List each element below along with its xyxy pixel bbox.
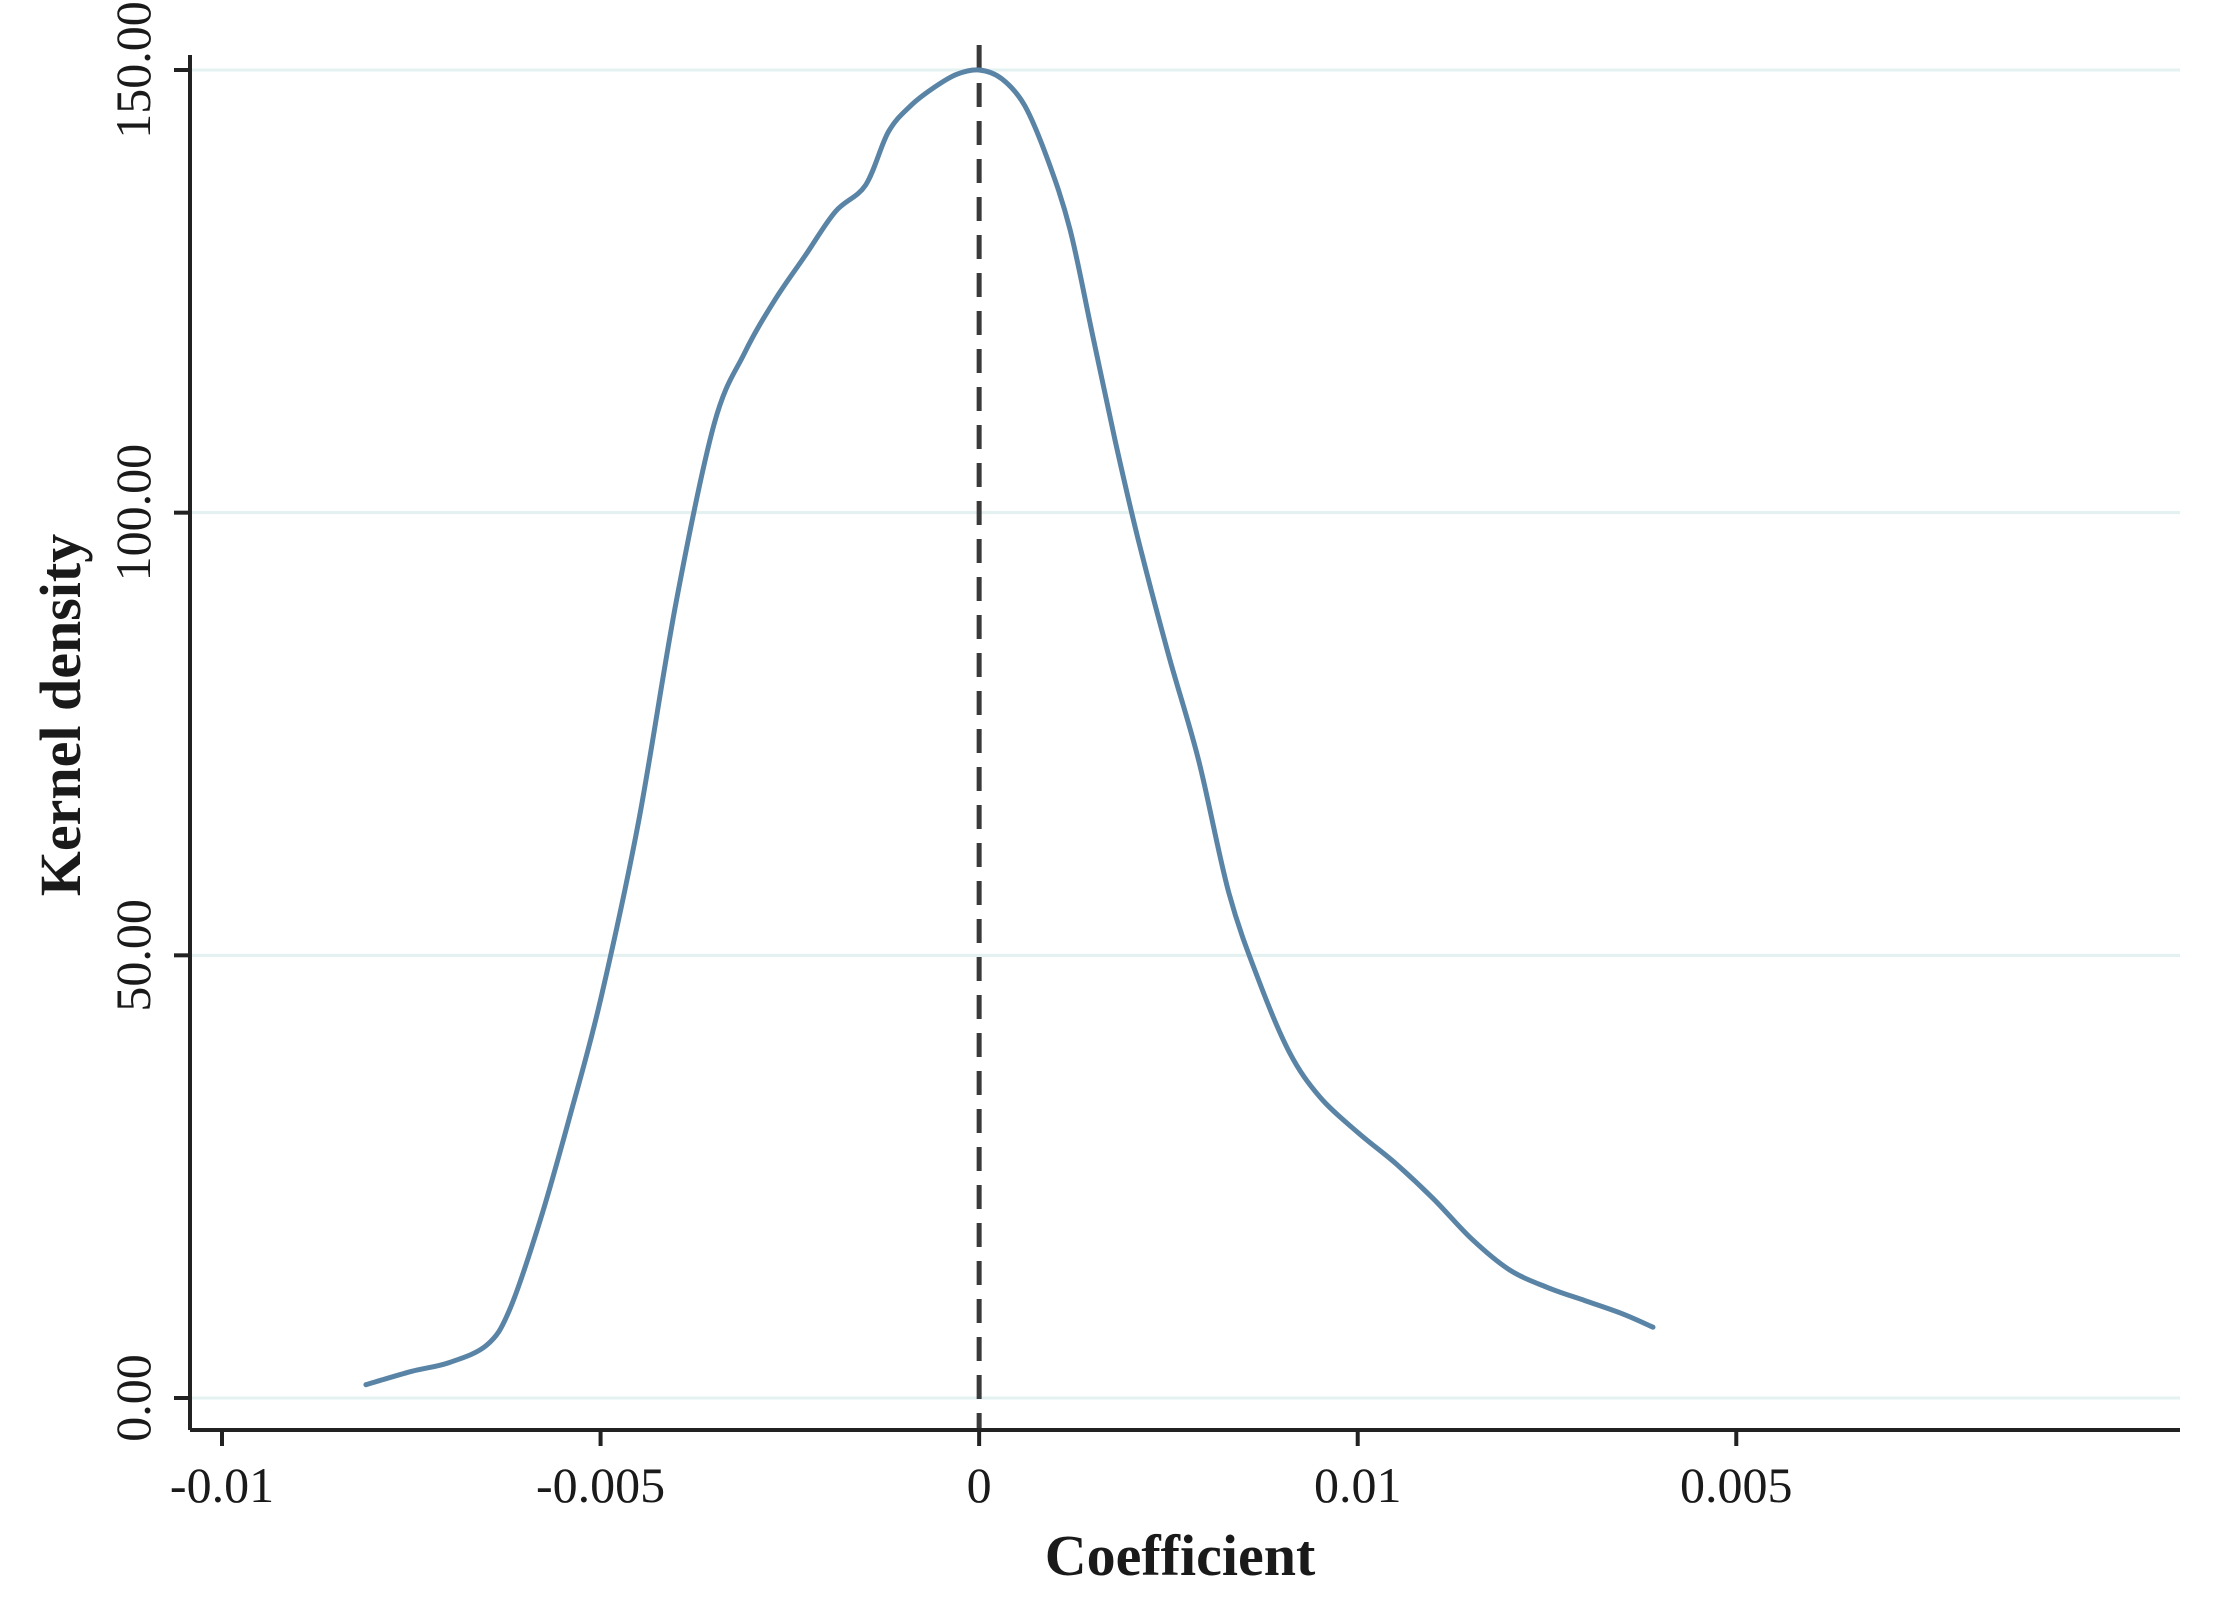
y-tick-label: 150.00 (105, 1, 161, 139)
x-axis-title: Coefficient (1045, 1523, 1316, 1588)
y-tick-label: 50.00 (105, 899, 161, 1012)
y-tick-label: 100.00 (105, 444, 161, 582)
axis-ticks: -0.01 -0.005 0 0.01 0.005 0.00 50.00 100.00 150.… (105, 1, 1793, 1513)
x-tick-label: -0.005 (536, 1457, 665, 1513)
y-axis-title: Kernel density (28, 534, 93, 896)
x-tick-label: 0.005 (1680, 1457, 1793, 1513)
x-tick-label: -0.01 (170, 1457, 274, 1513)
grid-lines (192, 68, 2180, 1400)
density-curve (363, 67, 1656, 1388)
x-tick-label: 0 (967, 1457, 992, 1513)
x-tick-label: 0.01 (1314, 1457, 1402, 1513)
y-tick-label: 0.00 (105, 1354, 161, 1442)
